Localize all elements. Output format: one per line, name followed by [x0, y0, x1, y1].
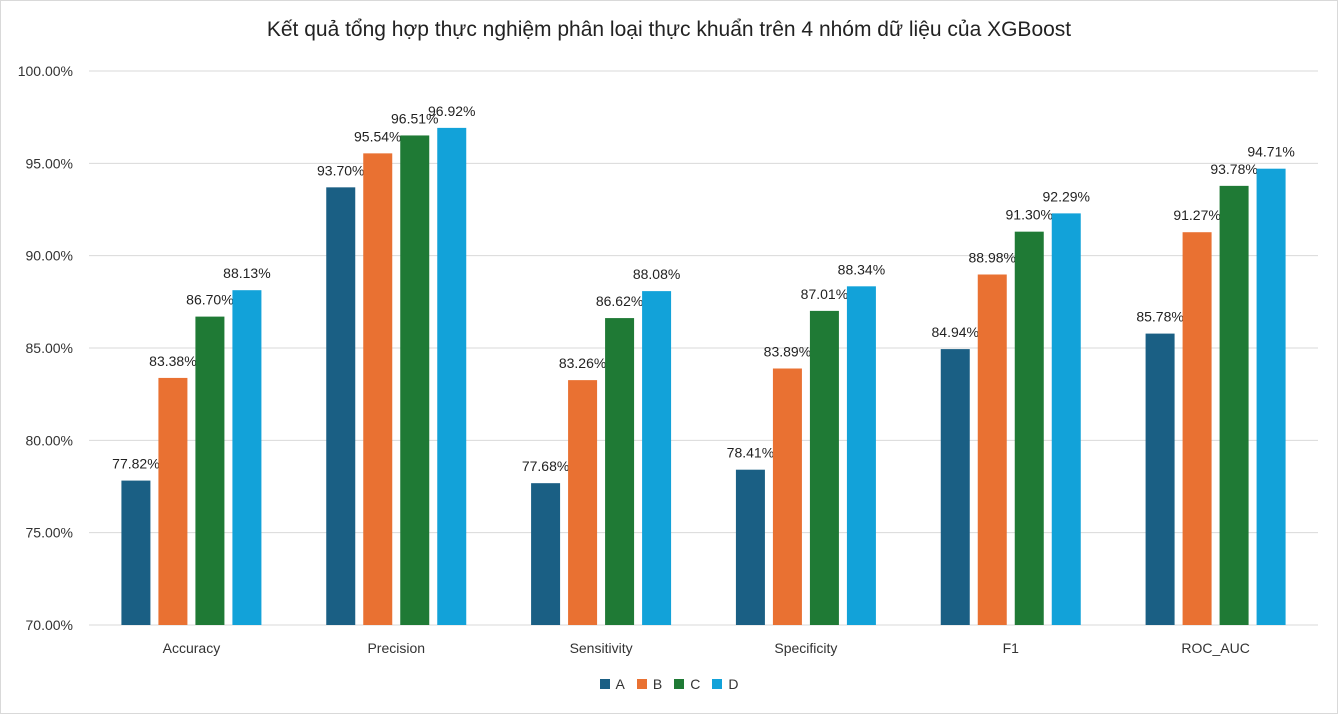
data-label: 83.26% [559, 355, 606, 371]
data-label: 94.71% [1247, 144, 1294, 160]
bar-a [940, 349, 970, 625]
data-label: 77.68% [522, 458, 569, 474]
bar-c [809, 310, 839, 625]
bar-b [1182, 232, 1212, 626]
y-tick-label: 95.00% [26, 155, 73, 171]
data-label: 88.98% [969, 250, 1016, 266]
legend-swatch [712, 679, 723, 689]
chart-legend: A B C D [0, 676, 1338, 692]
data-label: 87.01% [801, 286, 848, 302]
x-category-label: Precision [367, 640, 425, 656]
y-tick-label: 75.00% [26, 525, 73, 541]
data-label: 77.82% [112, 456, 159, 472]
y-tick-label: 85.00% [26, 340, 73, 356]
data-label: 78.41% [727, 445, 774, 461]
y-tick-label: 80.00% [26, 432, 73, 448]
legend-item: C [674, 676, 700, 692]
data-label: 92.29% [1043, 188, 1090, 204]
bar-b [772, 368, 802, 625]
data-label: 91.27% [1173, 207, 1220, 223]
legend-label: D [728, 676, 739, 692]
data-label: 88.08% [633, 266, 680, 282]
data-label: 84.94% [932, 324, 979, 340]
bar-b [158, 377, 188, 625]
bar-d [1256, 168, 1286, 625]
y-tick-label: 70.00% [26, 617, 73, 633]
bar-d [437, 127, 467, 626]
bar-c [1219, 185, 1249, 625]
bar-a [735, 469, 765, 625]
data-label: 93.70% [317, 162, 364, 178]
legend-label: C [690, 676, 701, 692]
bar-a [1145, 333, 1175, 625]
data-label: 86.70% [186, 292, 233, 308]
x-category-label: Accuracy [163, 640, 221, 656]
data-label: 96.51% [391, 110, 438, 126]
bar-d [232, 290, 262, 625]
legend-swatch [599, 679, 610, 689]
bar-b [977, 274, 1007, 625]
x-category-label: Specificity [774, 640, 837, 656]
bar-d [642, 291, 672, 625]
bar-d [1051, 213, 1081, 626]
legend-swatch [674, 679, 685, 689]
bar-c [195, 316, 225, 625]
data-label: 88.13% [223, 265, 270, 281]
legend-item: B [636, 676, 663, 692]
legend-item: D [712, 676, 738, 692]
data-label: 83.89% [764, 343, 811, 359]
data-label: 93.78% [1210, 161, 1257, 177]
bar-c [400, 135, 430, 625]
legend-label: A [615, 676, 625, 692]
y-tick-label: 90.00% [26, 248, 73, 264]
legend-swatch [636, 679, 647, 689]
legend-label: B [652, 676, 663, 692]
data-label: 95.54% [354, 128, 401, 144]
data-label: 85.78% [1136, 309, 1183, 325]
bar-c [1014, 231, 1044, 625]
bar-a [326, 187, 356, 625]
bar-a [531, 483, 561, 625]
legend-item: A [599, 676, 625, 692]
data-label: 96.92% [428, 103, 475, 119]
bar-b [568, 380, 598, 625]
bar-a [121, 480, 151, 625]
data-label: 86.62% [596, 293, 643, 309]
y-tick-label: 100.00% [18, 63, 73, 79]
x-category-label: ROC_AUC [1181, 640, 1249, 656]
data-label: 91.30% [1006, 207, 1053, 223]
data-label: 88.34% [838, 261, 885, 277]
bar-b [363, 153, 393, 625]
x-category-label: F1 [1003, 640, 1020, 656]
chart-title: Kết quả tổng hợp thực nghiệm phân loại t… [266, 18, 1072, 41]
bar-c [605, 318, 635, 625]
data-label: 83.38% [149, 353, 196, 369]
bar-d [846, 286, 876, 625]
x-category-label: Sensitivity [570, 640, 633, 656]
